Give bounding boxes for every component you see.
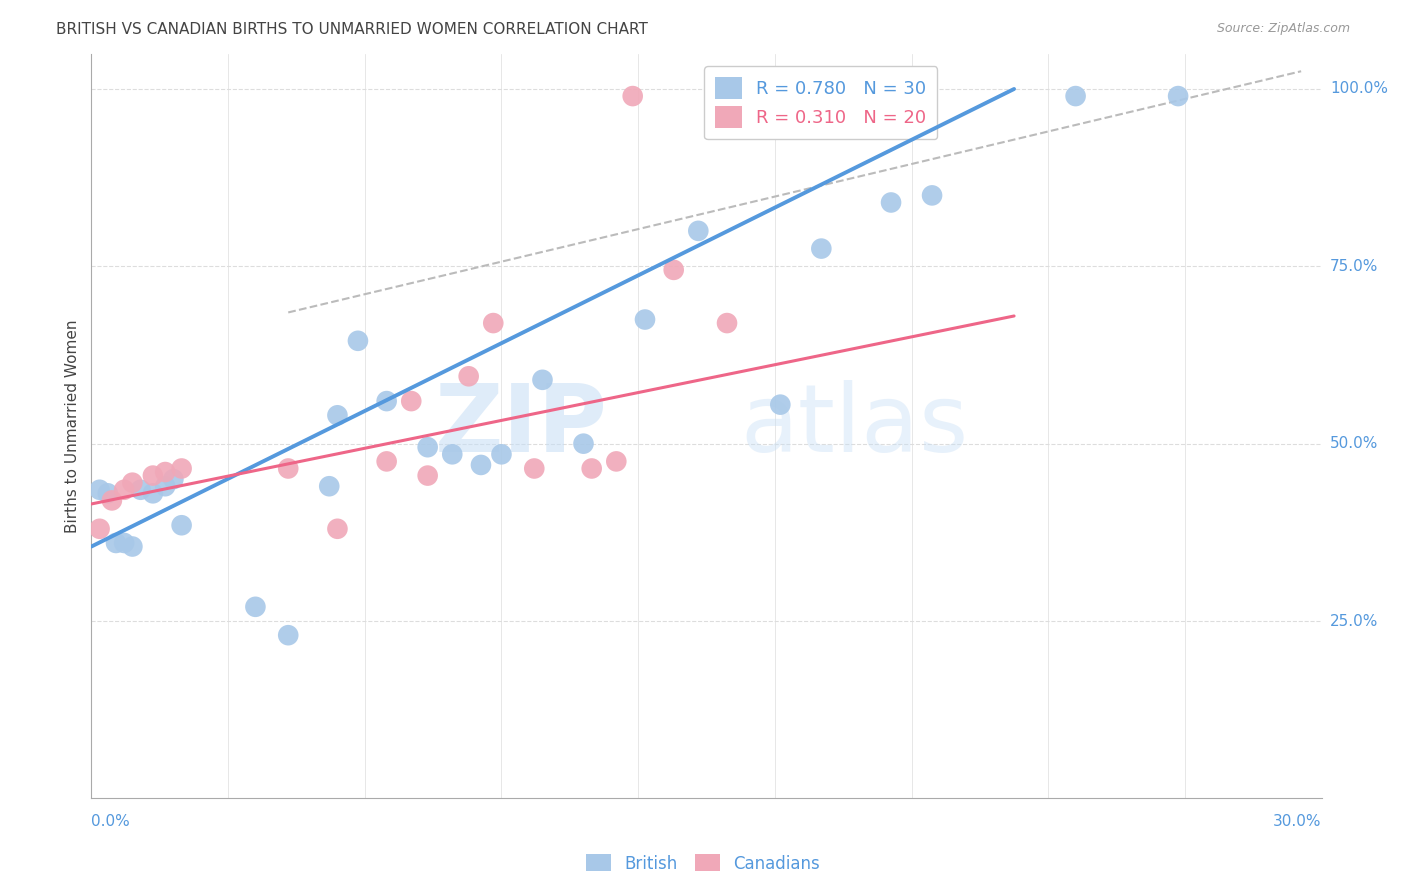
Text: 75.0%: 75.0%: [1330, 259, 1378, 274]
Point: [470, 458, 492, 472]
Point: [810, 242, 832, 256]
Point: [347, 334, 370, 348]
Point: [416, 440, 439, 454]
Point: [162, 472, 184, 486]
Text: 100.0%: 100.0%: [1330, 81, 1388, 96]
Point: [375, 394, 398, 409]
Point: [318, 479, 340, 493]
Text: 0.0%: 0.0%: [91, 814, 131, 830]
Point: [101, 493, 124, 508]
Point: [105, 536, 127, 550]
Point: [769, 398, 792, 412]
Point: [634, 312, 657, 326]
Point: [129, 483, 152, 497]
Legend: British, Canadians: British, Canadians: [579, 847, 827, 880]
Point: [375, 454, 398, 468]
Point: [326, 409, 349, 423]
Point: [121, 475, 143, 490]
Text: Source: ZipAtlas.com: Source: ZipAtlas.com: [1216, 22, 1350, 36]
Point: [399, 394, 422, 409]
Text: ZIP: ZIP: [436, 380, 607, 472]
Point: [112, 483, 135, 497]
Point: [416, 468, 439, 483]
Point: [1167, 89, 1189, 103]
Point: [716, 316, 738, 330]
Point: [142, 468, 165, 483]
Point: [277, 628, 299, 642]
Point: [572, 436, 595, 450]
Point: [523, 461, 546, 475]
Point: [153, 465, 177, 479]
Point: [142, 486, 165, 500]
Point: [97, 486, 120, 500]
Point: [170, 461, 193, 475]
Point: [89, 522, 111, 536]
Point: [326, 522, 349, 536]
Point: [688, 224, 710, 238]
Point: [153, 479, 177, 493]
Point: [245, 599, 267, 614]
Point: [921, 188, 943, 202]
Point: [491, 447, 513, 461]
Text: 30.0%: 30.0%: [1274, 814, 1322, 830]
Text: 25.0%: 25.0%: [1330, 614, 1378, 629]
Point: [531, 373, 554, 387]
Point: [170, 518, 193, 533]
Point: [662, 263, 685, 277]
Point: [605, 454, 627, 468]
Text: 50.0%: 50.0%: [1330, 436, 1378, 451]
Point: [621, 89, 644, 103]
Point: [581, 461, 603, 475]
Legend: R = 0.780   N = 30, R = 0.310   N = 20: R = 0.780 N = 30, R = 0.310 N = 20: [704, 66, 938, 139]
Point: [89, 483, 111, 497]
Point: [277, 461, 299, 475]
Point: [482, 316, 505, 330]
Point: [880, 195, 903, 210]
Text: BRITISH VS CANADIAN BIRTHS TO UNMARRIED WOMEN CORRELATION CHART: BRITISH VS CANADIAN BIRTHS TO UNMARRIED …: [56, 22, 648, 37]
Point: [1064, 89, 1087, 103]
Point: [121, 540, 143, 554]
Text: atlas: atlas: [740, 380, 969, 472]
Point: [112, 536, 135, 550]
Point: [457, 369, 479, 384]
Point: [441, 447, 464, 461]
Y-axis label: Births to Unmarried Women: Births to Unmarried Women: [65, 319, 80, 533]
